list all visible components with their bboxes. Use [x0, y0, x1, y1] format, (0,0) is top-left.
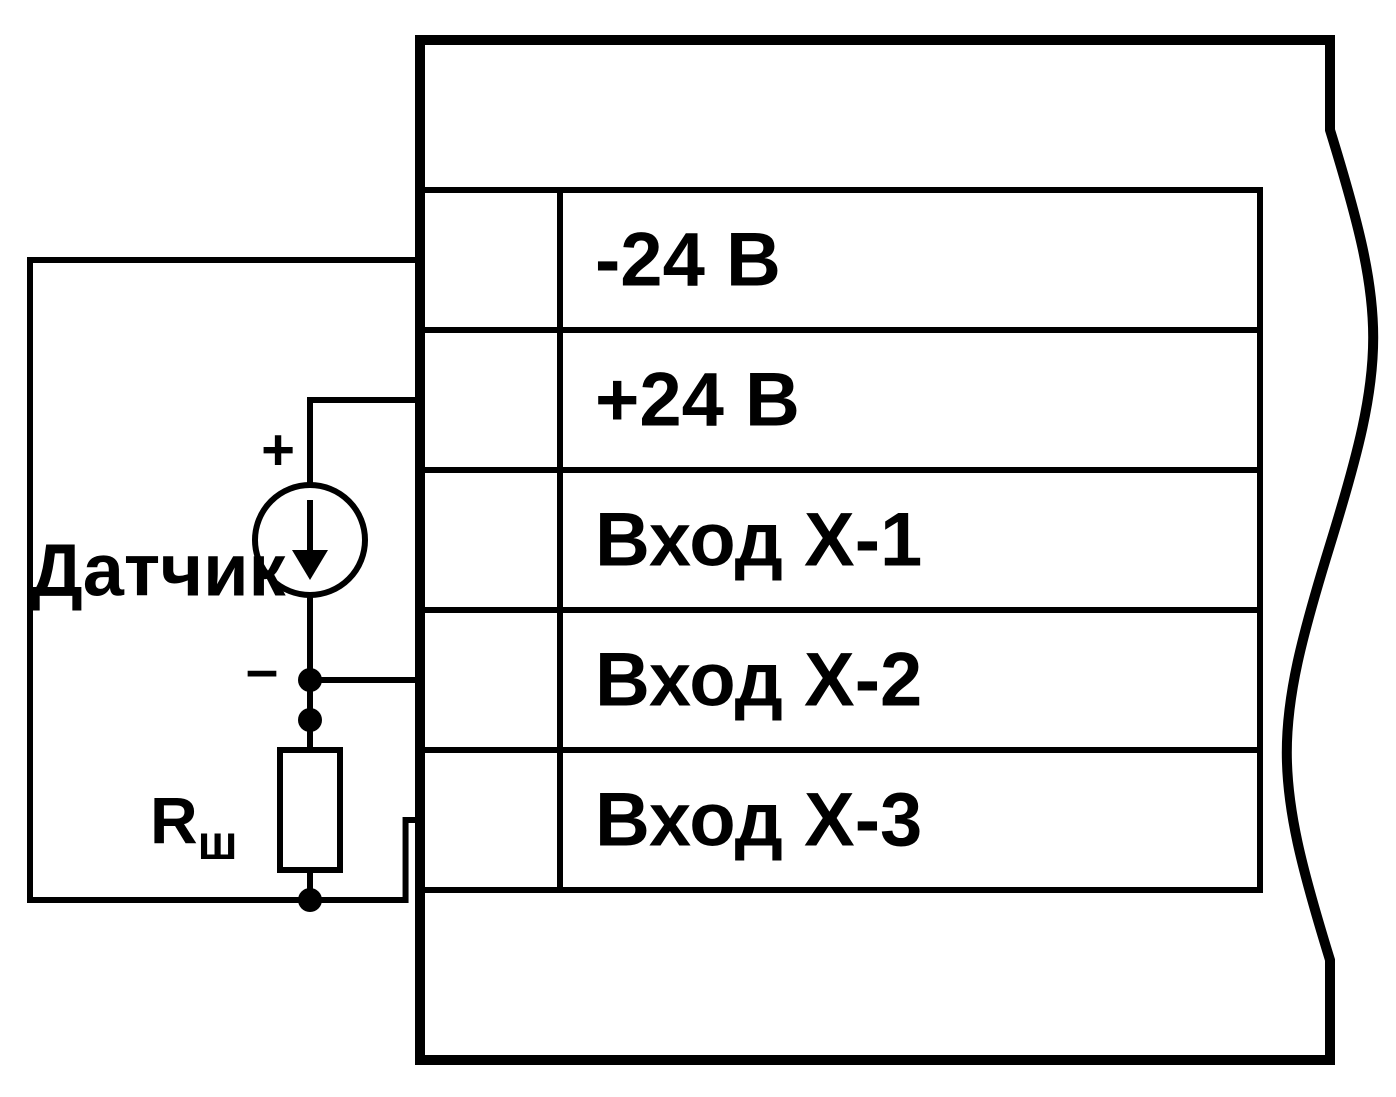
terminal-label: -24 В	[595, 218, 781, 303]
terminal-label: Вход Х-2	[595, 638, 922, 723]
junction-node	[298, 708, 322, 732]
shunt-resistor-icon	[280, 750, 340, 870]
resistor-label: Rш	[150, 783, 238, 870]
terminal-label: +24 В	[595, 358, 800, 443]
wire-to-x3	[310, 820, 420, 900]
polarity-plus: +	[261, 418, 295, 483]
sensor-label: Датчик	[30, 529, 287, 612]
polarity-minus: –	[246, 638, 278, 703]
current-source-arrow-head	[292, 550, 328, 580]
terminal-label: Вход Х-3	[595, 778, 922, 863]
junction-node	[298, 888, 322, 912]
wire-plus24	[310, 400, 420, 460]
junction-node	[298, 668, 322, 692]
terminal-label: Вход Х-1	[595, 498, 922, 583]
wiring-diagram: -24 В +24 В Вход Х-1 Вход Х-2 Вход Х-3 Датчик…	[0, 0, 1396, 1097]
